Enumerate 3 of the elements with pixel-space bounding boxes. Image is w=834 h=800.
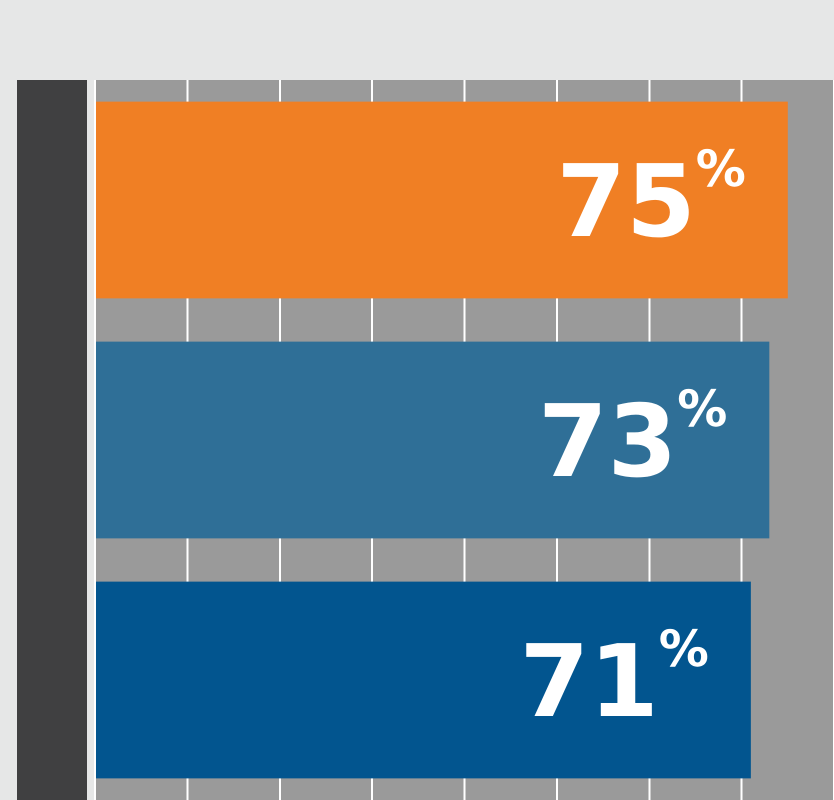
data-label: 75% [556, 140, 746, 260]
data-label: 71% [520, 620, 709, 740]
data-label: 73% [538, 380, 728, 500]
